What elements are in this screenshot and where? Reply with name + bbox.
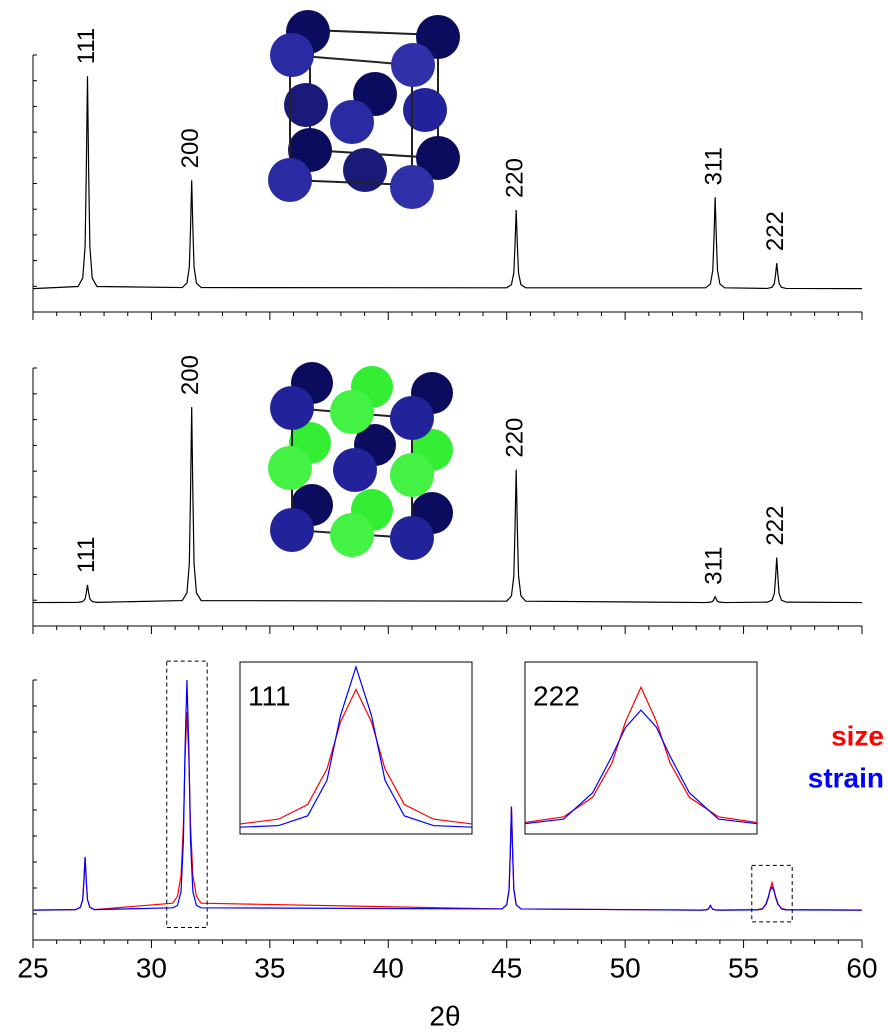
legend-label: size [831, 720, 884, 751]
x-tick-label: 25 [17, 952, 48, 983]
x-tick-label: 30 [136, 952, 167, 983]
inset-frame [524, 661, 758, 835]
inset-line [525, 709, 757, 825]
peak-label: 111 [73, 536, 100, 572]
spectrum-line [32, 407, 863, 604]
inset-label: 111 [248, 680, 291, 711]
x-tick-label: 55 [728, 952, 759, 983]
crystal-fcc [268, 10, 460, 209]
inset-label: 222 [533, 680, 580, 711]
inset-line [525, 685, 757, 824]
peak-label: 222 [762, 506, 789, 546]
peak-label: 200 [177, 355, 204, 395]
x-tick-label: 40 [373, 952, 404, 983]
zoom-region [751, 864, 793, 923]
x-tick-label: 50 [610, 952, 641, 983]
crystal-rocksalt [268, 362, 453, 560]
spectrum-line [32, 76, 863, 290]
peak-label: 111 [73, 28, 100, 64]
peak-label: 220 [502, 418, 529, 458]
legend-label: strain [808, 762, 884, 793]
x-axis-label: 2θ [429, 1000, 460, 1031]
peak-label: 222 [762, 211, 789, 251]
peak-label: 200 [177, 128, 204, 168]
x-tick-label: 35 [254, 952, 285, 983]
x-tick-label: 60 [846, 952, 877, 983]
inset-plot [525, 685, 757, 825]
peak-label: 220 [502, 158, 529, 198]
x-tick-label: 45 [491, 952, 522, 983]
spectrum-line [32, 679, 863, 911]
peak-label: 311 [700, 546, 727, 584]
peak-label: 311 [700, 147, 727, 185]
